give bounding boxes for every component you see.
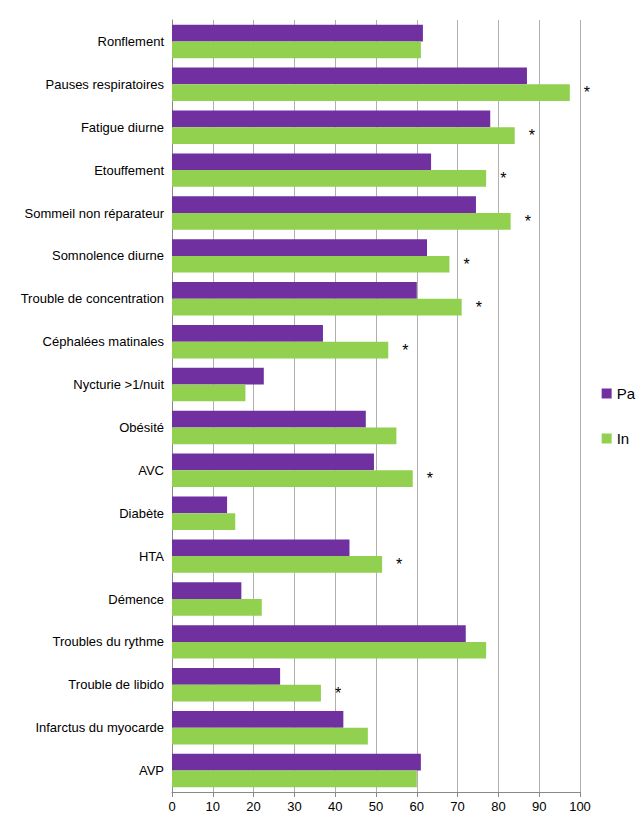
svg-text:Trouble de concentration: Trouble de concentration [21, 291, 164, 306]
svg-text:Obésité: Obésité [119, 420, 164, 435]
svg-text:AVP: AVP [139, 763, 164, 778]
svg-text:*: * [529, 127, 535, 144]
svg-text:30: 30 [287, 799, 301, 814]
svg-text:*: * [476, 299, 482, 316]
svg-text:*: * [584, 84, 590, 101]
svg-text:Sommeil non réparateur: Sommeil non réparateur [25, 206, 165, 221]
svg-text:40: 40 [328, 799, 342, 814]
svg-text:*: * [463, 256, 469, 273]
svg-text:Nycturie >1/nuit: Nycturie >1/nuit [73, 377, 164, 392]
svg-text:100: 100 [569, 799, 591, 814]
svg-text:Somnolence diurne: Somnolence diurne [52, 248, 164, 263]
svg-text:Pauses respiratoires: Pauses respiratoires [46, 77, 165, 92]
svg-text:*: * [500, 170, 506, 187]
svg-text:*: * [402, 342, 408, 359]
svg-text:90: 90 [532, 799, 546, 814]
svg-text:20: 20 [246, 799, 260, 814]
svg-text:Trouble de libido: Trouble de libido [68, 677, 164, 692]
svg-text:Céphalées matinales: Céphalées matinales [43, 334, 165, 349]
svg-text:70: 70 [450, 799, 464, 814]
svg-text:Diabète: Diabète [119, 506, 164, 521]
svg-text:Démence: Démence [108, 592, 164, 607]
svg-text:AVC: AVC [138, 463, 164, 478]
svg-text:HTA: HTA [139, 549, 164, 564]
svg-text:Etouffement: Etouffement [94, 163, 164, 178]
svg-text:80: 80 [491, 799, 505, 814]
svg-text:*: * [427, 470, 433, 487]
svg-text:In: In [617, 430, 630, 447]
svg-text:Pa: Pa [617, 385, 636, 402]
svg-text:Fatigue diurne: Fatigue diurne [81, 120, 164, 135]
svg-text:*: * [396, 556, 402, 573]
svg-text:Troubles du rythme: Troubles du rythme [52, 634, 164, 649]
svg-text:Ronflement: Ronflement [98, 34, 165, 49]
svg-text:0: 0 [168, 799, 175, 814]
svg-text:*: * [525, 213, 531, 230]
svg-text:10: 10 [206, 799, 220, 814]
svg-text:50: 50 [369, 799, 383, 814]
svg-text:60: 60 [410, 799, 424, 814]
svg-text:*: * [335, 685, 341, 702]
svg-text:Infarctus du myocarde: Infarctus du myocarde [35, 720, 164, 735]
